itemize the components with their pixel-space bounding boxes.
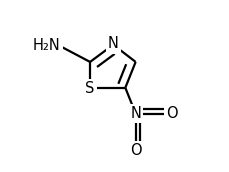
Text: H₂N: H₂N bbox=[33, 38, 60, 53]
Text: N: N bbox=[107, 36, 118, 51]
Text: O: O bbox=[165, 106, 177, 121]
Text: O: O bbox=[129, 143, 141, 158]
Text: S: S bbox=[85, 81, 94, 96]
Text: N: N bbox=[130, 106, 140, 121]
